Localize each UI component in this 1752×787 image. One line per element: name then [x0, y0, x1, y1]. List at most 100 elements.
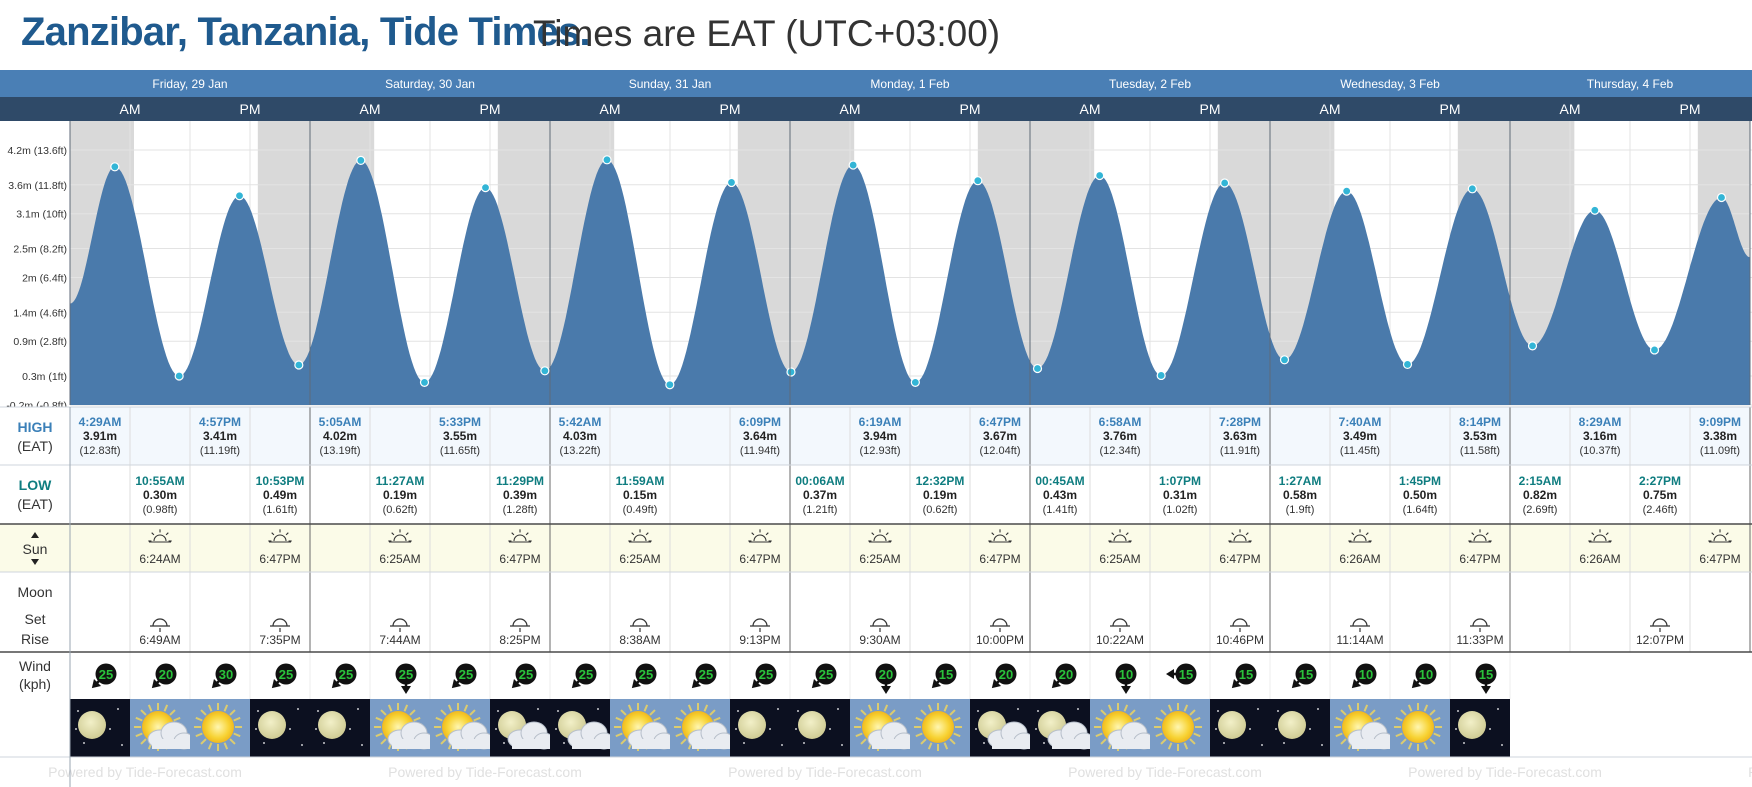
sun-ray	[653, 716, 661, 722]
wind-indicator: 25	[395, 663, 417, 694]
moon-disc	[1458, 711, 1486, 739]
high-cell	[850, 407, 910, 465]
high-tide-time: 6:09PM	[739, 415, 781, 429]
moon-icon	[1270, 699, 1330, 757]
sunrise-time: 6:25AM	[619, 552, 660, 566]
wind-badge	[635, 663, 657, 685]
star-icon	[803, 742, 805, 744]
low-tide-marker	[419, 377, 430, 387]
sun-ray	[1183, 704, 1189, 712]
high-cell	[1210, 407, 1270, 465]
moonset-icon	[390, 618, 410, 632]
high-tide-marker	[1590, 205, 1600, 215]
sunset-icon	[748, 529, 772, 543]
sun-ray	[949, 738, 956, 745]
high-tide-height-m: 3.63m	[1223, 429, 1257, 443]
cloud-icon	[147, 721, 195, 750]
high-tide-height-m: 3.38m	[1703, 429, 1737, 443]
sun-ray	[163, 704, 169, 712]
sun-ray	[615, 716, 623, 722]
sun-ray	[927, 742, 933, 750]
cloud-icon	[627, 721, 675, 750]
wind-badge	[755, 663, 777, 685]
high-tide-time: 6:58AM	[1099, 415, 1142, 429]
sunrise-icon	[868, 529, 892, 543]
partly-cloudy-sun-icon	[850, 699, 915, 757]
moon-time: 11:14AM	[1336, 633, 1383, 647]
star-icon	[1277, 710, 1279, 712]
moon-time: 10:22AM	[1096, 633, 1144, 647]
day-header-label: Friday, 29 Jan	[152, 77, 227, 91]
sun-ray	[1167, 704, 1173, 712]
sun-ray	[855, 732, 863, 738]
wind-badge	[215, 663, 237, 685]
high-tide-time: 4:57PM	[199, 415, 241, 429]
sun-icon	[1150, 699, 1210, 757]
sun-ray	[1335, 716, 1343, 722]
sun-ray	[1193, 732, 1201, 738]
high-tide-height-ft: (11.19ft)	[200, 445, 240, 457]
wind-indicator: 20	[991, 663, 1017, 689]
moonset-icon	[630, 618, 650, 632]
partly-cloudy-moon-icon	[970, 699, 1035, 757]
sun-ray	[1095, 716, 1103, 722]
star-icon	[1321, 744, 1323, 746]
star-icon	[983, 742, 985, 744]
low-tide-time: 1:07PM	[1159, 474, 1201, 488]
sun-ray	[1340, 738, 1347, 745]
wind-badge	[575, 663, 597, 685]
sun-ray	[1167, 742, 1173, 750]
high-cell	[610, 407, 670, 465]
wind-badge	[1235, 663, 1257, 685]
star-icon	[1037, 710, 1039, 712]
partly-cloudy-moon-icon	[490, 699, 555, 757]
low-row-bg	[0, 465, 1752, 524]
moon-time: 11:33PM	[1456, 633, 1503, 647]
sun-ray	[1429, 709, 1436, 716]
wind-speed: 20	[879, 667, 893, 682]
wind-indicator: 15	[1166, 663, 1197, 685]
page-title: Zanzibar, Tanzania, Tide Times.	[21, 10, 591, 54]
wind-arrowhead-icon	[1351, 678, 1362, 689]
sun-ray	[1433, 716, 1441, 722]
low-tide-height-m: 0.58m	[1283, 488, 1317, 502]
high-cell	[1030, 407, 1090, 465]
sun-ray	[855, 716, 863, 722]
sun-ray	[1183, 742, 1189, 750]
star-icon	[255, 728, 257, 730]
sun-ray	[627, 704, 633, 712]
wind-speed: 25	[579, 667, 593, 682]
high-tide-time: 5:42AM	[559, 415, 602, 429]
sun-ray	[883, 704, 889, 712]
wind-speed: 25	[699, 667, 713, 682]
wind-arrowhead-icon	[991, 678, 1002, 689]
sun-icon	[1390, 699, 1450, 757]
moonrise-icon	[750, 618, 770, 632]
high-tide-height-m: 3.53m	[1463, 429, 1497, 443]
wind-speed: 20	[159, 667, 173, 682]
high-tide-height-m: 4.03m	[563, 429, 597, 443]
sun-ray	[1100, 709, 1107, 716]
sunrise-time: 6:26AM	[1579, 552, 1620, 566]
page-subtitle: Times are EAT (UTC+03:00)	[533, 13, 1001, 54]
star-icon	[841, 744, 843, 746]
sunrise-icon	[388, 529, 412, 543]
day-header-label: Saturday, 30 Jan	[385, 77, 475, 91]
wind-badge	[1355, 663, 1377, 685]
moonset-icon	[1350, 618, 1370, 632]
sun-ray	[915, 716, 923, 722]
ampm-label: AM	[600, 101, 621, 117]
low-tide-height-m: 0.39m	[503, 488, 537, 502]
ampm-label: AM	[1560, 101, 1581, 117]
high-cell	[1510, 407, 1570, 465]
wind-indicator: 15	[931, 663, 957, 689]
wind-arrowhead-icon	[631, 678, 642, 689]
low-tide-marker	[1527, 341, 1538, 351]
sun-ray	[1100, 738, 1107, 745]
star-icon	[503, 742, 505, 744]
sunset-time: 6:47PM	[979, 552, 1020, 566]
high-tide-height-m: 3.41m	[203, 429, 237, 443]
sun-ray	[387, 704, 393, 712]
star-icon	[323, 742, 325, 744]
high-cell	[1630, 407, 1690, 465]
